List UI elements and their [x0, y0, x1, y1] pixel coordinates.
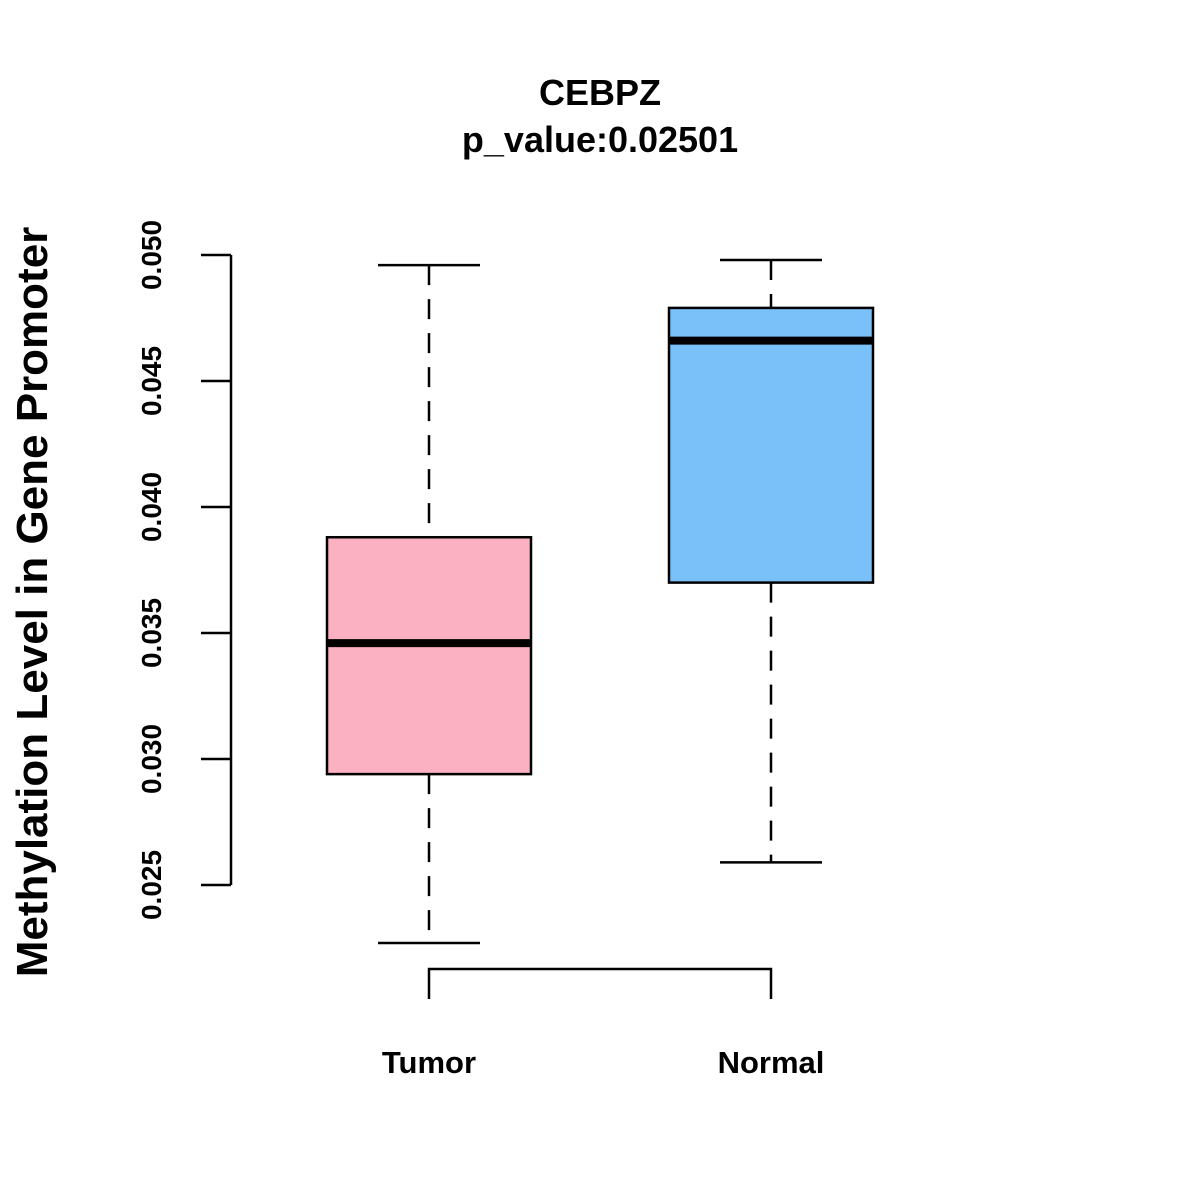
- y-axis-label: Methylation Level in Gene Promoter: [8, 227, 57, 978]
- boxes-group: [325, 258, 875, 945]
- y-axis: 0.025 0.030 0.035 0.040 0.045 0.050: [136, 220, 233, 920]
- box-iqr: [667, 306, 875, 584]
- y-tick-label: 0.025: [136, 850, 167, 920]
- chart-subtitle: p_value:0.02501: [462, 119, 738, 160]
- box-tumor: [325, 263, 533, 945]
- box-normal: [667, 258, 875, 864]
- y-tick-label: 0.035: [136, 598, 167, 668]
- x-category-label-normal: Normal: [718, 1045, 825, 1080]
- y-tick-label: 0.045: [136, 346, 167, 416]
- bracket-line: [427, 967, 773, 999]
- chart-title: CEBPZ: [539, 72, 661, 113]
- y-tick-label: 0.030: [136, 724, 167, 794]
- y-tick-label: 0.050: [136, 220, 167, 290]
- y-tick-label: 0.040: [136, 472, 167, 542]
- x-category-label-tumor: Tumor: [382, 1045, 476, 1080]
- box-iqr: [325, 535, 533, 776]
- x-axis-category-labels: Tumor Normal: [382, 1045, 824, 1080]
- comparison-bracket: [427, 967, 773, 999]
